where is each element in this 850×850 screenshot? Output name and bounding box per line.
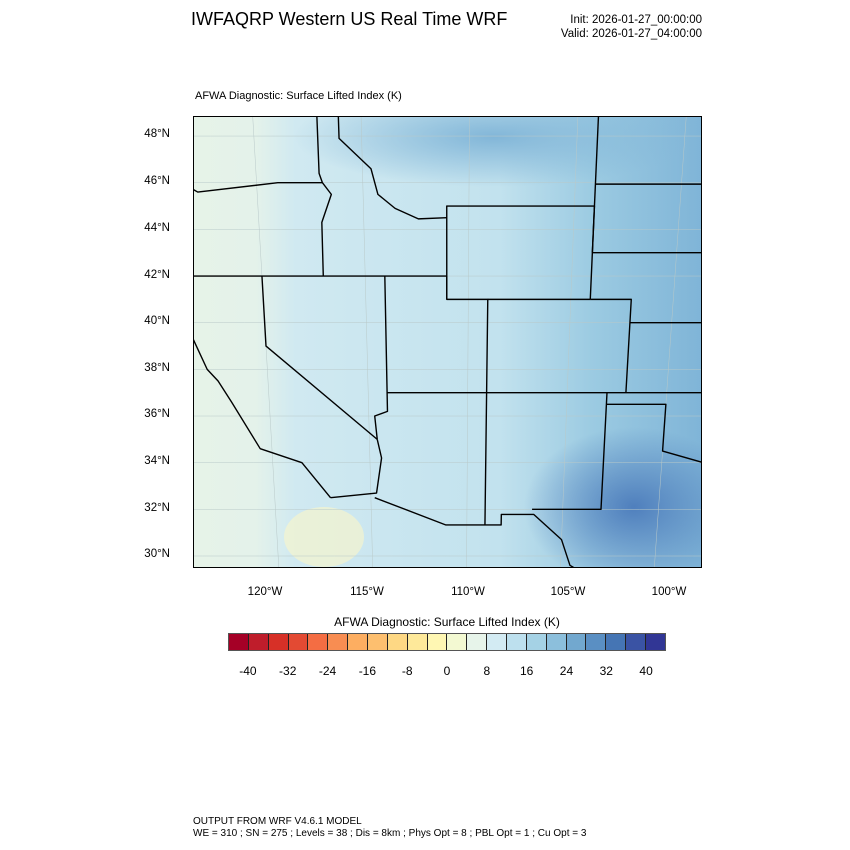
tx-ok-border bbox=[606, 403, 701, 463]
wa-or-border bbox=[194, 182, 323, 193]
dakotas-border bbox=[591, 117, 600, 253]
colorbar-box bbox=[586, 634, 607, 650]
colorbar-box bbox=[288, 634, 309, 650]
colorbar-label: -16 bbox=[358, 664, 377, 678]
colorbar-box bbox=[368, 634, 388, 650]
colorbar-box bbox=[546, 634, 567, 650]
colorbar-box bbox=[427, 634, 448, 650]
colorbar-label: 24 bbox=[559, 664, 574, 678]
colorbar-box bbox=[308, 634, 329, 650]
lat-tick-label: 38°N bbox=[144, 362, 170, 374]
nv-ut-border bbox=[374, 276, 389, 440]
colorbar-box bbox=[348, 634, 369, 650]
colorbar-label: -8 bbox=[401, 664, 413, 678]
run-times: Init: 2026-01-27_00:00:00 Valid: 2026-01… bbox=[561, 13, 702, 41]
colorbar-box bbox=[487, 634, 508, 650]
lat-tick-label: 40°N bbox=[144, 315, 170, 327]
longitude-line bbox=[360, 117, 373, 567]
lat-tick-label: 46°N bbox=[144, 175, 170, 187]
init-time: Init: 2026-01-27_00:00:00 bbox=[570, 14, 702, 26]
colorbar-box bbox=[507, 634, 527, 650]
colorbar-box bbox=[447, 634, 468, 650]
mexico-border bbox=[374, 497, 575, 567]
plot-title: IWFAQRP Western US Real Time WRF bbox=[191, 9, 508, 29]
lon-tick-label: 100°W bbox=[651, 586, 687, 598]
lat-tick-label: 36°N bbox=[144, 408, 170, 420]
colorbar-box bbox=[268, 634, 289, 650]
colorbar-title: AFWA Diagnostic: Surface Lifted Index (K… bbox=[334, 615, 560, 629]
colorbar-box bbox=[248, 634, 269, 650]
coastline bbox=[194, 339, 332, 499]
lat-tick-label: 34°N bbox=[144, 455, 170, 467]
lifted-index-map bbox=[194, 117, 701, 567]
sd-ne-border bbox=[592, 252, 701, 254]
colorbar-label: -32 bbox=[279, 664, 297, 678]
colorbar-box bbox=[646, 634, 665, 650]
colorbar-box bbox=[407, 634, 428, 650]
colorbar-label: 40 bbox=[639, 664, 653, 678]
colorbar-box bbox=[606, 634, 627, 650]
lon-tick-label: 105°W bbox=[550, 586, 586, 598]
co-ks-border bbox=[590, 298, 632, 393]
colorbar-box bbox=[387, 634, 408, 650]
mt-id-border bbox=[337, 117, 447, 220]
lat-tick-label: 32°N bbox=[144, 502, 170, 514]
model-config: WE = 310 ; SN = 275 ; Levels = 38 ; Dis … bbox=[193, 828, 587, 839]
colorbar-box bbox=[566, 634, 587, 650]
ca-nv-border bbox=[261, 275, 378, 440]
colorbar-label: 0 bbox=[443, 664, 451, 678]
longitude-line bbox=[466, 117, 470, 567]
colorbar bbox=[228, 633, 666, 651]
valid-time: Valid: 2026-01-27_04:00:00 bbox=[560, 28, 702, 40]
field-title: AFWA Diagnostic: Surface Lifted Index (K… bbox=[195, 90, 402, 102]
colorbar-label: 32 bbox=[599, 664, 613, 678]
model-info: OUTPUT FROM WRF V4.6.1 MODEL WE = 310 ; … bbox=[193, 816, 586, 840]
colorbar-label: -40 bbox=[239, 664, 257, 678]
map-panel bbox=[193, 116, 702, 568]
lat-tick-label: 30°N bbox=[144, 548, 170, 560]
colorbar-box bbox=[526, 634, 547, 650]
lon-tick-label: 115°W bbox=[350, 586, 384, 598]
or-id-border bbox=[321, 182, 333, 277]
lat-tick-label: 42°N bbox=[144, 269, 170, 281]
colorbar-box bbox=[229, 634, 249, 650]
colorbar-box bbox=[626, 634, 647, 650]
colorbar-label: 8 bbox=[483, 664, 491, 678]
colorbar-label: 16 bbox=[519, 664, 534, 678]
lon-tick-label: 120°W bbox=[247, 586, 283, 598]
colorbar-box bbox=[467, 634, 488, 650]
lat-tick-label: 44°N bbox=[144, 222, 170, 234]
colorbar-box bbox=[328, 634, 349, 650]
ca-az-border bbox=[330, 439, 383, 499]
lat-tick-label: 48°N bbox=[144, 128, 170, 140]
model-version: OUTPUT FROM WRF V4.6.1 MODEL bbox=[193, 816, 362, 827]
colorbar-label: -24 bbox=[318, 664, 337, 678]
nm-tx-border bbox=[532, 392, 608, 511]
lon-tick-label: 110°W bbox=[451, 586, 485, 598]
longitude-line bbox=[654, 117, 687, 567]
longitude-line bbox=[560, 117, 579, 567]
wa-id-border bbox=[316, 117, 324, 183]
